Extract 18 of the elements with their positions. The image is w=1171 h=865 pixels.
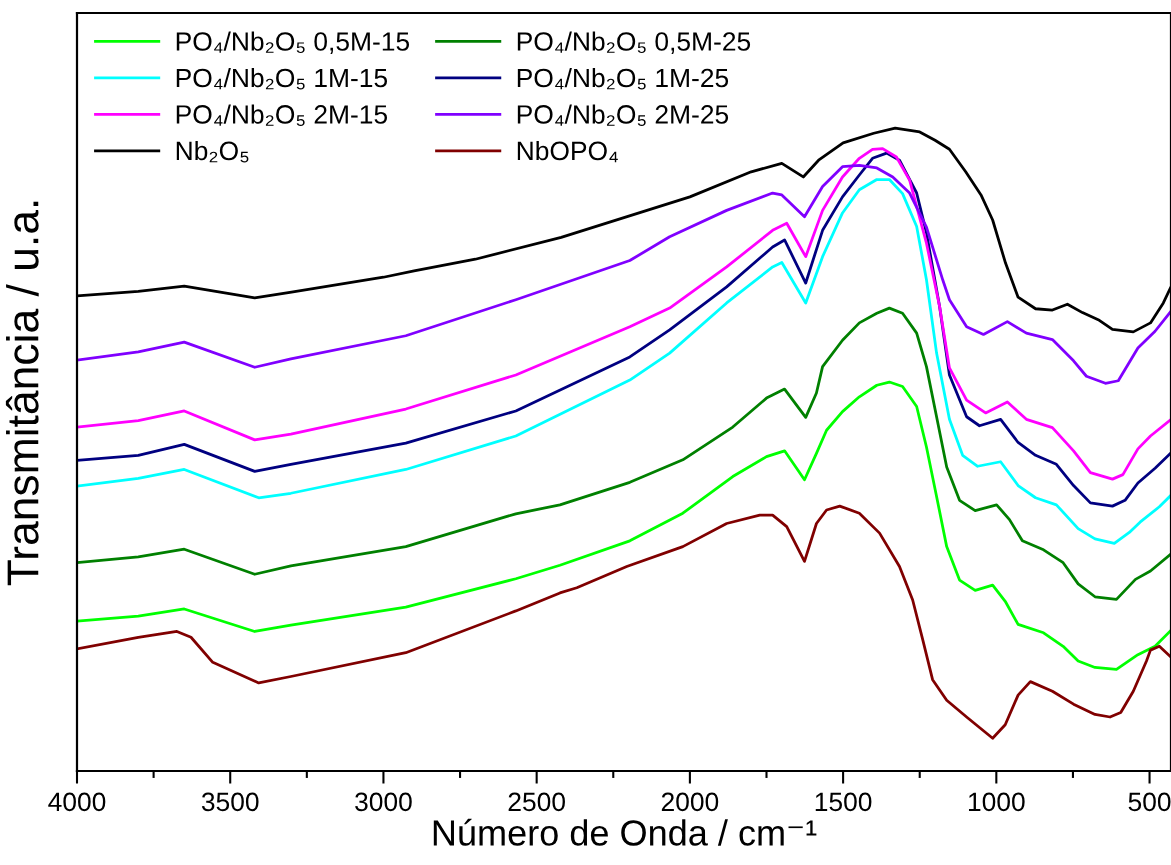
legend-label: PO₄/Nb₂O₅ 0,5M-15: [176, 31, 410, 54]
x-tick-label: 1000: [968, 792, 1025, 812]
legend-label: Nb₂O₅: [176, 140, 249, 163]
x-tick-label: 500: [1128, 792, 1171, 812]
legend-label: PO₄/Nb₂O₅ 1M-15: [176, 67, 388, 90]
legend-label: NbOPO₄: [517, 140, 618, 163]
legend-label: PO₄/Nb₂O₅ 2M-25: [517, 104, 729, 126]
legend-label: PO₄/Nb₂O₅ 1M-25: [517, 67, 729, 90]
x-tick-label: 3500: [201, 792, 259, 812]
x-tick-label: 2000: [661, 792, 719, 812]
legend-label: PO₄/Nb₂O₅ 0,5M-25: [517, 31, 751, 54]
y-axis-title: Transmitância / u.a.: [5, 201, 39, 586]
x-tick-label: 1500: [815, 792, 872, 812]
x-axis-title: Número de Onda / cm⁻¹: [433, 818, 817, 846]
legend-label: PO₄/Nb₂O₅ 2M-15: [176, 104, 388, 126]
x-tick-label: 2500: [508, 792, 565, 812]
x-tick-label: 4000: [48, 792, 106, 812]
x-tick-label: 3000: [355, 792, 412, 812]
